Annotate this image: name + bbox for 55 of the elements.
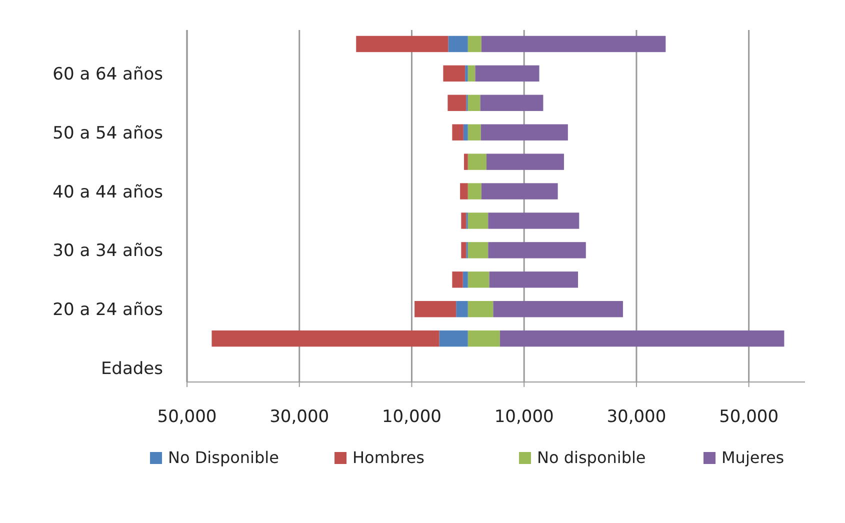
bar xyxy=(468,94,480,112)
bar xyxy=(462,272,468,288)
bar xyxy=(448,36,468,52)
x-tick-label: 30,000 xyxy=(270,407,330,427)
y-tick-label: 60 a 64 años xyxy=(52,64,164,84)
y-tick-label: Edades xyxy=(100,359,164,380)
bar xyxy=(439,330,468,347)
bar xyxy=(493,300,623,318)
y-tick-label: 40 a 44 años xyxy=(52,182,164,202)
y-tick-label: 50 a 54 años xyxy=(52,123,164,144)
x-tick-label: 30,000 xyxy=(606,407,666,427)
bar xyxy=(468,124,481,140)
bar xyxy=(443,65,466,82)
bar xyxy=(414,300,456,318)
bar xyxy=(468,65,476,82)
bar xyxy=(480,124,568,140)
bar xyxy=(465,65,468,82)
bar xyxy=(461,212,466,229)
bar xyxy=(356,36,448,52)
bar xyxy=(468,212,488,229)
bar xyxy=(468,300,494,318)
y-tick-label: 30 a 34 años xyxy=(52,241,164,262)
bar xyxy=(468,242,488,258)
bar xyxy=(480,94,544,112)
legend-label: Mujeres xyxy=(722,448,784,467)
bar xyxy=(464,154,468,170)
legend-label: Hombres xyxy=(352,448,424,467)
bar xyxy=(461,242,466,258)
bar xyxy=(448,94,466,112)
x-tick-label: 50,000 xyxy=(157,407,217,427)
bar xyxy=(475,65,540,82)
bar xyxy=(488,242,586,258)
y-tick-label: 20 a 24 años xyxy=(52,300,164,320)
x-tick-label: 10,000 xyxy=(494,407,554,427)
x-tick-label: 50,000 xyxy=(719,407,779,427)
bar xyxy=(481,183,558,200)
bar xyxy=(463,124,468,140)
bar xyxy=(489,272,578,288)
bar xyxy=(488,212,580,229)
bar xyxy=(468,272,490,288)
bar xyxy=(452,124,464,140)
legend-label: No disponible xyxy=(537,448,646,467)
bar xyxy=(468,154,486,170)
bar xyxy=(468,183,482,200)
bar xyxy=(212,330,440,347)
bar xyxy=(481,36,666,52)
bar xyxy=(456,300,468,318)
bar xyxy=(460,183,468,200)
bar xyxy=(468,330,500,347)
bar xyxy=(500,330,784,347)
legend-label: No Disponible xyxy=(168,448,279,467)
bar xyxy=(486,154,564,170)
x-tick-label: 10,000 xyxy=(382,407,442,427)
bar xyxy=(468,36,482,52)
bar xyxy=(452,272,463,288)
